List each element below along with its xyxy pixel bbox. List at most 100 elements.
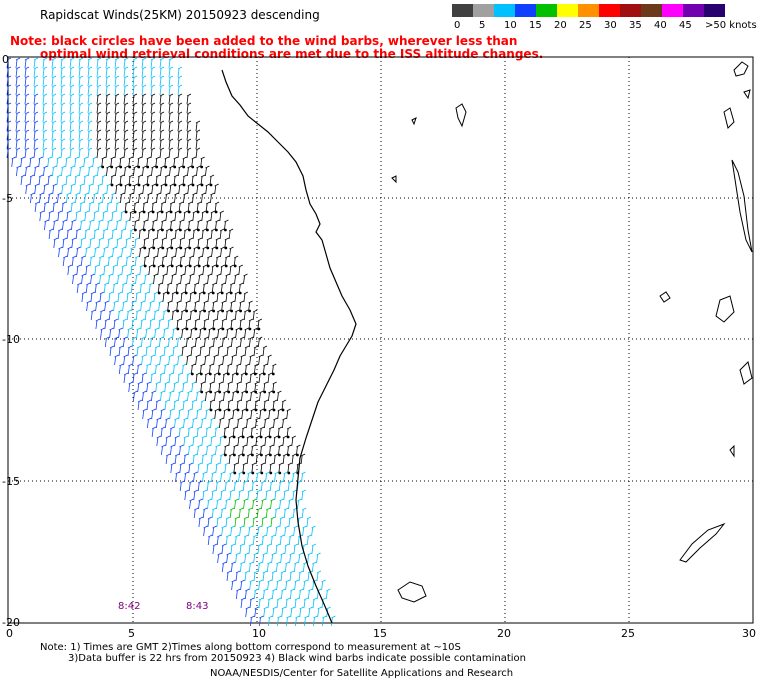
wind-barb bbox=[184, 246, 189, 258]
wind-barb bbox=[84, 210, 89, 222]
wind-barb bbox=[147, 210, 152, 222]
wind-barb bbox=[136, 327, 141, 339]
wind-barb bbox=[130, 264, 135, 276]
wind-barb bbox=[121, 264, 126, 276]
wind-barb bbox=[271, 552, 276, 564]
wind-barb bbox=[277, 408, 282, 420]
wind-barb bbox=[70, 201, 76, 213]
contamination-dot bbox=[128, 183, 132, 187]
wind-barb bbox=[96, 120, 102, 132]
wind-barb bbox=[169, 390, 174, 402]
wind-barb bbox=[181, 363, 187, 375]
contamination-dot bbox=[218, 390, 222, 394]
wind-barb bbox=[226, 327, 231, 339]
wind-barb bbox=[42, 111, 48, 123]
contamination-dot bbox=[239, 327, 243, 331]
wind-barb bbox=[78, 84, 84, 96]
wind-barb bbox=[144, 273, 149, 285]
wind-barb bbox=[262, 588, 268, 600]
wind-barb bbox=[75, 228, 81, 240]
wind-barb bbox=[226, 570, 232, 582]
wind-barb bbox=[255, 417, 260, 429]
wind-barb bbox=[214, 426, 220, 438]
wind-barb bbox=[194, 300, 199, 312]
wind-barb bbox=[39, 192, 44, 204]
wind-barb bbox=[174, 435, 179, 447]
wind-barb bbox=[42, 138, 48, 150]
legend-labels: 0 5 10 15 20 25 30 35 40 45 >50 knots bbox=[452, 20, 760, 34]
wind-barb bbox=[43, 183, 48, 195]
wind-barb bbox=[125, 237, 130, 249]
wind-barb bbox=[112, 264, 117, 276]
contamination-dot bbox=[167, 309, 171, 313]
wind-barb bbox=[211, 282, 217, 294]
wind-barb bbox=[308, 606, 313, 618]
wind-barb bbox=[96, 57, 102, 69]
wind-barb bbox=[184, 471, 189, 483]
contamination-dot bbox=[233, 453, 236, 457]
wind-barb bbox=[87, 138, 93, 150]
wind-barb bbox=[120, 210, 125, 222]
wind-barb bbox=[226, 363, 232, 375]
wind-barb bbox=[52, 201, 58, 213]
wind-barb bbox=[177, 84, 183, 96]
wind-barb bbox=[33, 120, 39, 132]
wind-barb bbox=[239, 525, 244, 537]
wind-barb bbox=[225, 309, 231, 321]
wind-barb bbox=[210, 210, 215, 222]
wind-barb bbox=[133, 183, 138, 195]
contamination-dot bbox=[209, 408, 213, 412]
wind-barb bbox=[268, 408, 273, 420]
wind-barb bbox=[151, 426, 157, 438]
wind-barb bbox=[168, 372, 174, 384]
contamination-dot bbox=[260, 453, 263, 457]
contamination-dot bbox=[271, 372, 275, 376]
wind-barb bbox=[84, 228, 90, 240]
wind-barb bbox=[242, 480, 248, 492]
wind-barb bbox=[152, 237, 157, 249]
wind-barb bbox=[282, 417, 287, 429]
wind-barb bbox=[105, 102, 111, 114]
wind-barb bbox=[285, 579, 290, 591]
wind-barb bbox=[145, 345, 151, 357]
wind-barb bbox=[281, 606, 286, 618]
wind-barb bbox=[133, 390, 138, 402]
x-tick-label: 15 bbox=[373, 627, 387, 640]
wind-barb bbox=[196, 183, 201, 195]
wind-barb bbox=[256, 507, 262, 519]
wind-barb bbox=[211, 489, 216, 501]
wind-barb bbox=[258, 354, 263, 366]
wind-barb bbox=[60, 138, 66, 150]
wind-barb bbox=[187, 201, 193, 213]
wind-barb bbox=[131, 336, 137, 348]
wind-barb bbox=[231, 354, 236, 366]
wind-barb bbox=[193, 471, 198, 483]
wind-barb bbox=[71, 237, 76, 249]
wind-barb bbox=[298, 552, 303, 564]
wind-barb bbox=[286, 408, 291, 420]
wind-barb bbox=[206, 237, 211, 249]
contamination-dot bbox=[236, 408, 240, 412]
wind-barb bbox=[141, 84, 147, 96]
wind-barb bbox=[168, 138, 174, 150]
wind-barb bbox=[165, 192, 170, 204]
contamination-dot bbox=[241, 435, 245, 439]
wind-barb bbox=[264, 453, 270, 465]
wind-barb bbox=[289, 552, 294, 564]
wind-barb bbox=[215, 480, 221, 492]
contamination-dot bbox=[197, 264, 201, 268]
wind-barb bbox=[300, 453, 306, 465]
wind-barb bbox=[130, 282, 136, 294]
wind-barb bbox=[280, 570, 286, 582]
wind-barb bbox=[115, 201, 121, 213]
wind-barb bbox=[34, 165, 39, 177]
wind-barb bbox=[265, 507, 271, 519]
wind-barb bbox=[219, 435, 224, 447]
wind-barb bbox=[212, 336, 218, 348]
contamination-dot bbox=[157, 291, 161, 295]
wind-barb bbox=[96, 102, 102, 114]
wind-barb bbox=[210, 228, 216, 240]
wind-barb bbox=[235, 363, 241, 375]
wind-barb bbox=[177, 120, 183, 132]
wind-barb bbox=[233, 444, 238, 456]
